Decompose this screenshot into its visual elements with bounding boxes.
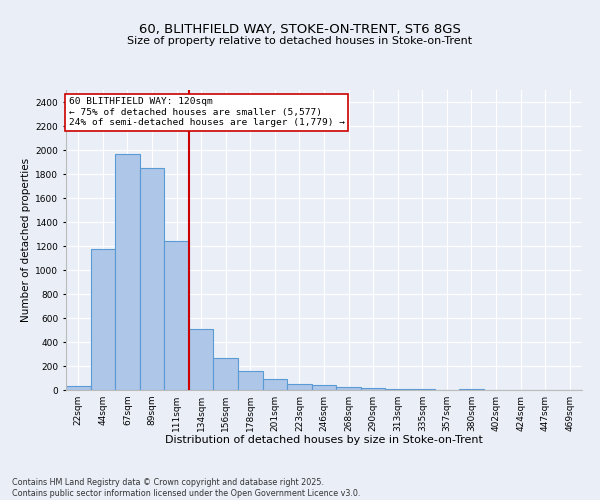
Text: 60 BLITHFIELD WAY: 120sqm
← 75% of detached houses are smaller (5,577)
24% of se: 60 BLITHFIELD WAY: 120sqm ← 75% of detac… bbox=[68, 98, 344, 128]
Bar bbox=[263, 380, 287, 390]
Bar bbox=[361, 388, 385, 390]
Bar bbox=[189, 329, 214, 390]
Bar bbox=[238, 372, 263, 390]
Bar bbox=[66, 386, 91, 390]
Bar bbox=[385, 389, 410, 390]
Bar bbox=[312, 386, 336, 390]
Text: Size of property relative to detached houses in Stoke-on-Trent: Size of property relative to detached ho… bbox=[127, 36, 473, 46]
X-axis label: Distribution of detached houses by size in Stoke-on-Trent: Distribution of detached houses by size … bbox=[165, 436, 483, 446]
Bar bbox=[164, 241, 189, 390]
Bar bbox=[459, 389, 484, 390]
Bar bbox=[91, 249, 115, 390]
Text: Contains HM Land Registry data © Crown copyright and database right 2025.
Contai: Contains HM Land Registry data © Crown c… bbox=[12, 478, 361, 498]
Bar bbox=[115, 154, 140, 390]
Bar bbox=[214, 358, 238, 390]
Bar bbox=[287, 384, 312, 390]
Text: 60, BLITHFIELD WAY, STOKE-ON-TRENT, ST6 8GS: 60, BLITHFIELD WAY, STOKE-ON-TRENT, ST6 … bbox=[139, 22, 461, 36]
Y-axis label: Number of detached properties: Number of detached properties bbox=[21, 158, 31, 322]
Bar bbox=[140, 168, 164, 390]
Bar bbox=[336, 388, 361, 390]
